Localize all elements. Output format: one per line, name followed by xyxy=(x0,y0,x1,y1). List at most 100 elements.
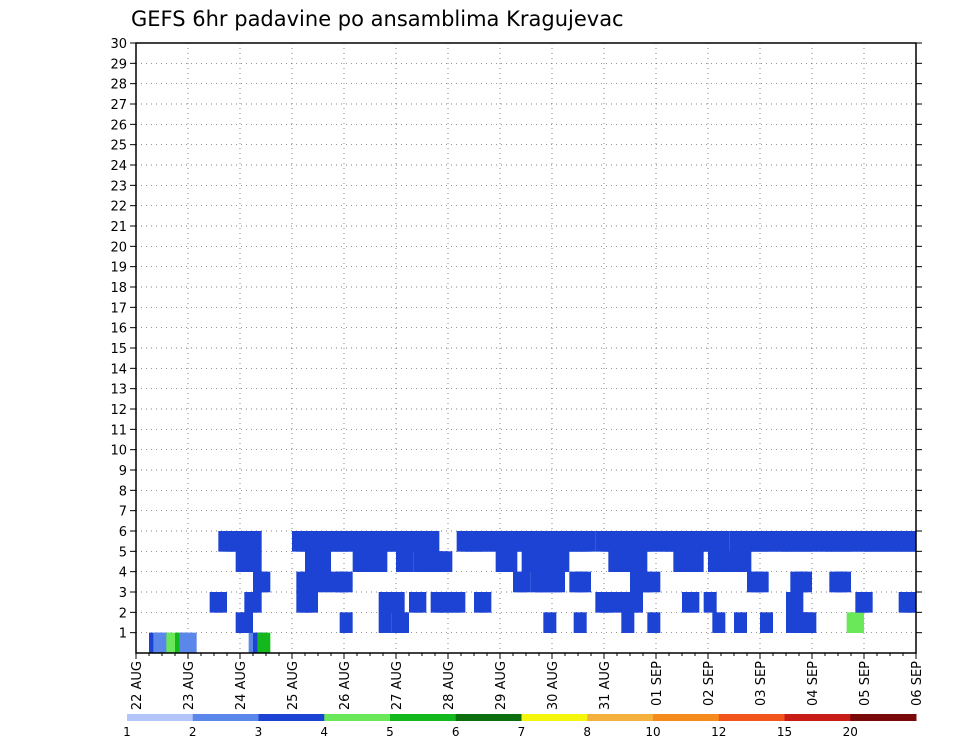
precip-cell xyxy=(712,612,726,633)
precip-cell xyxy=(604,592,617,613)
precip-cell xyxy=(478,592,492,613)
precip-cell xyxy=(647,612,661,633)
x-tick-label: 04 SEP xyxy=(806,661,821,706)
y-tick-label: 15 xyxy=(110,342,127,357)
x-tick-label: 25 AUG xyxy=(286,661,301,710)
colorbar-label: 5 xyxy=(386,725,394,739)
x-tick-label: 05 SEP xyxy=(858,661,873,706)
data-cells xyxy=(149,531,916,654)
precip-cell xyxy=(391,592,405,613)
precip-cell xyxy=(400,551,414,572)
x-tick-label: 27 AUG xyxy=(390,661,405,710)
colorbar-segment xyxy=(127,714,194,721)
precip-cell xyxy=(578,571,591,593)
precip-cell xyxy=(257,571,271,593)
precip-cell xyxy=(378,612,392,633)
y-tick-label: 21 xyxy=(110,220,127,235)
precip-cell xyxy=(543,612,557,633)
x-tick-label: 30 AUG xyxy=(546,661,561,710)
precip-cell xyxy=(413,592,427,613)
colorbar-segment xyxy=(455,714,522,721)
y-tick-label: 4 xyxy=(119,566,127,581)
precip-cell xyxy=(621,612,635,633)
precip-cell xyxy=(396,612,409,633)
y-tick-label: 9 xyxy=(119,464,127,479)
x-tick-label: 06 SEP xyxy=(910,661,925,706)
precip-cell xyxy=(240,612,253,633)
x-tick-label: 31 AUG xyxy=(598,661,613,710)
y-tick-label: 11 xyxy=(110,423,127,438)
y-tick-label: 25 xyxy=(110,139,127,154)
x-tick-label: 22 AUG xyxy=(130,661,145,710)
precip-cell xyxy=(851,612,864,633)
precip-cell xyxy=(647,571,661,593)
precip-cell xyxy=(838,571,851,593)
x-tick-label: 26 AUG xyxy=(338,661,353,710)
y-tick-label: 28 xyxy=(110,78,127,93)
precip-cell xyxy=(573,612,587,633)
precip-cell xyxy=(803,612,817,633)
y-tick-label: 30 xyxy=(110,37,127,52)
colorbar-label: 12 xyxy=(711,725,726,739)
precip-cell xyxy=(339,612,353,633)
precip-cell xyxy=(686,592,700,613)
colorbar-segment xyxy=(521,714,588,721)
colorbar-segment xyxy=(192,714,259,721)
colorbar-segment xyxy=(850,714,917,721)
colorbar-label: 10 xyxy=(645,725,660,739)
precip-cell xyxy=(790,592,804,613)
precip-cell xyxy=(517,571,531,593)
precip-cell xyxy=(799,571,812,593)
colorbar-segment xyxy=(587,714,654,721)
precip-cell xyxy=(452,592,466,613)
colorbar-label: 2 xyxy=(189,725,197,739)
x-tick-label: 28 AUG xyxy=(442,661,457,710)
precip-cell xyxy=(582,531,596,552)
y-tick-label: 20 xyxy=(110,240,127,255)
precip-cell xyxy=(907,592,916,613)
colorbar-segment xyxy=(784,714,851,721)
y-tick-label: 6 xyxy=(119,525,127,540)
colorbar-label: 20 xyxy=(843,725,858,739)
y-tick-label: 29 xyxy=(110,57,127,72)
colorbar-segment xyxy=(653,714,720,721)
x-tick-label: 02 SEP xyxy=(702,661,717,706)
precip-cell xyxy=(504,551,518,572)
y-tick-label: 24 xyxy=(110,159,127,174)
x-tick-label: 23 AUG xyxy=(182,661,197,710)
x-tick-label: 29 AUG xyxy=(494,661,509,710)
y-tick-label: 22 xyxy=(110,200,127,215)
colorbar-label: 1 xyxy=(123,725,131,739)
y-tick-label: 27 xyxy=(110,98,127,113)
precip-cell xyxy=(734,612,747,633)
y-tick-label: 17 xyxy=(110,301,127,316)
y-tick-label: 26 xyxy=(110,118,127,133)
colorbar-label: 4 xyxy=(320,725,328,739)
precip-cell xyxy=(248,592,262,613)
precip-cell xyxy=(552,571,565,593)
y-tick-label: 16 xyxy=(110,322,127,337)
precip-cell xyxy=(257,632,271,654)
y-tick-label: 2 xyxy=(119,606,127,621)
y-tick-label: 23 xyxy=(110,179,127,194)
precip-cell xyxy=(305,592,318,613)
precip-cell xyxy=(634,551,648,572)
colorbar-label: 3 xyxy=(255,725,263,739)
colorbar-segment xyxy=(258,714,325,721)
precip-cell xyxy=(907,531,916,552)
y-tick-label: 8 xyxy=(119,484,127,499)
precip-cell xyxy=(426,531,440,552)
y-tick-label: 3 xyxy=(119,586,127,601)
colorbar-label: 7 xyxy=(518,725,526,739)
precip-cell xyxy=(755,571,769,593)
precip-cell xyxy=(248,531,262,552)
y-tick-label: 7 xyxy=(119,505,127,520)
colorbar-segment xyxy=(390,714,457,721)
precip-cell xyxy=(439,551,453,572)
x-tick-label: 03 SEP xyxy=(754,661,769,706)
precip-cell xyxy=(690,551,704,572)
precip-cell xyxy=(248,551,262,572)
y-tick-label: 12 xyxy=(110,403,127,418)
precip-cell xyxy=(859,592,873,613)
